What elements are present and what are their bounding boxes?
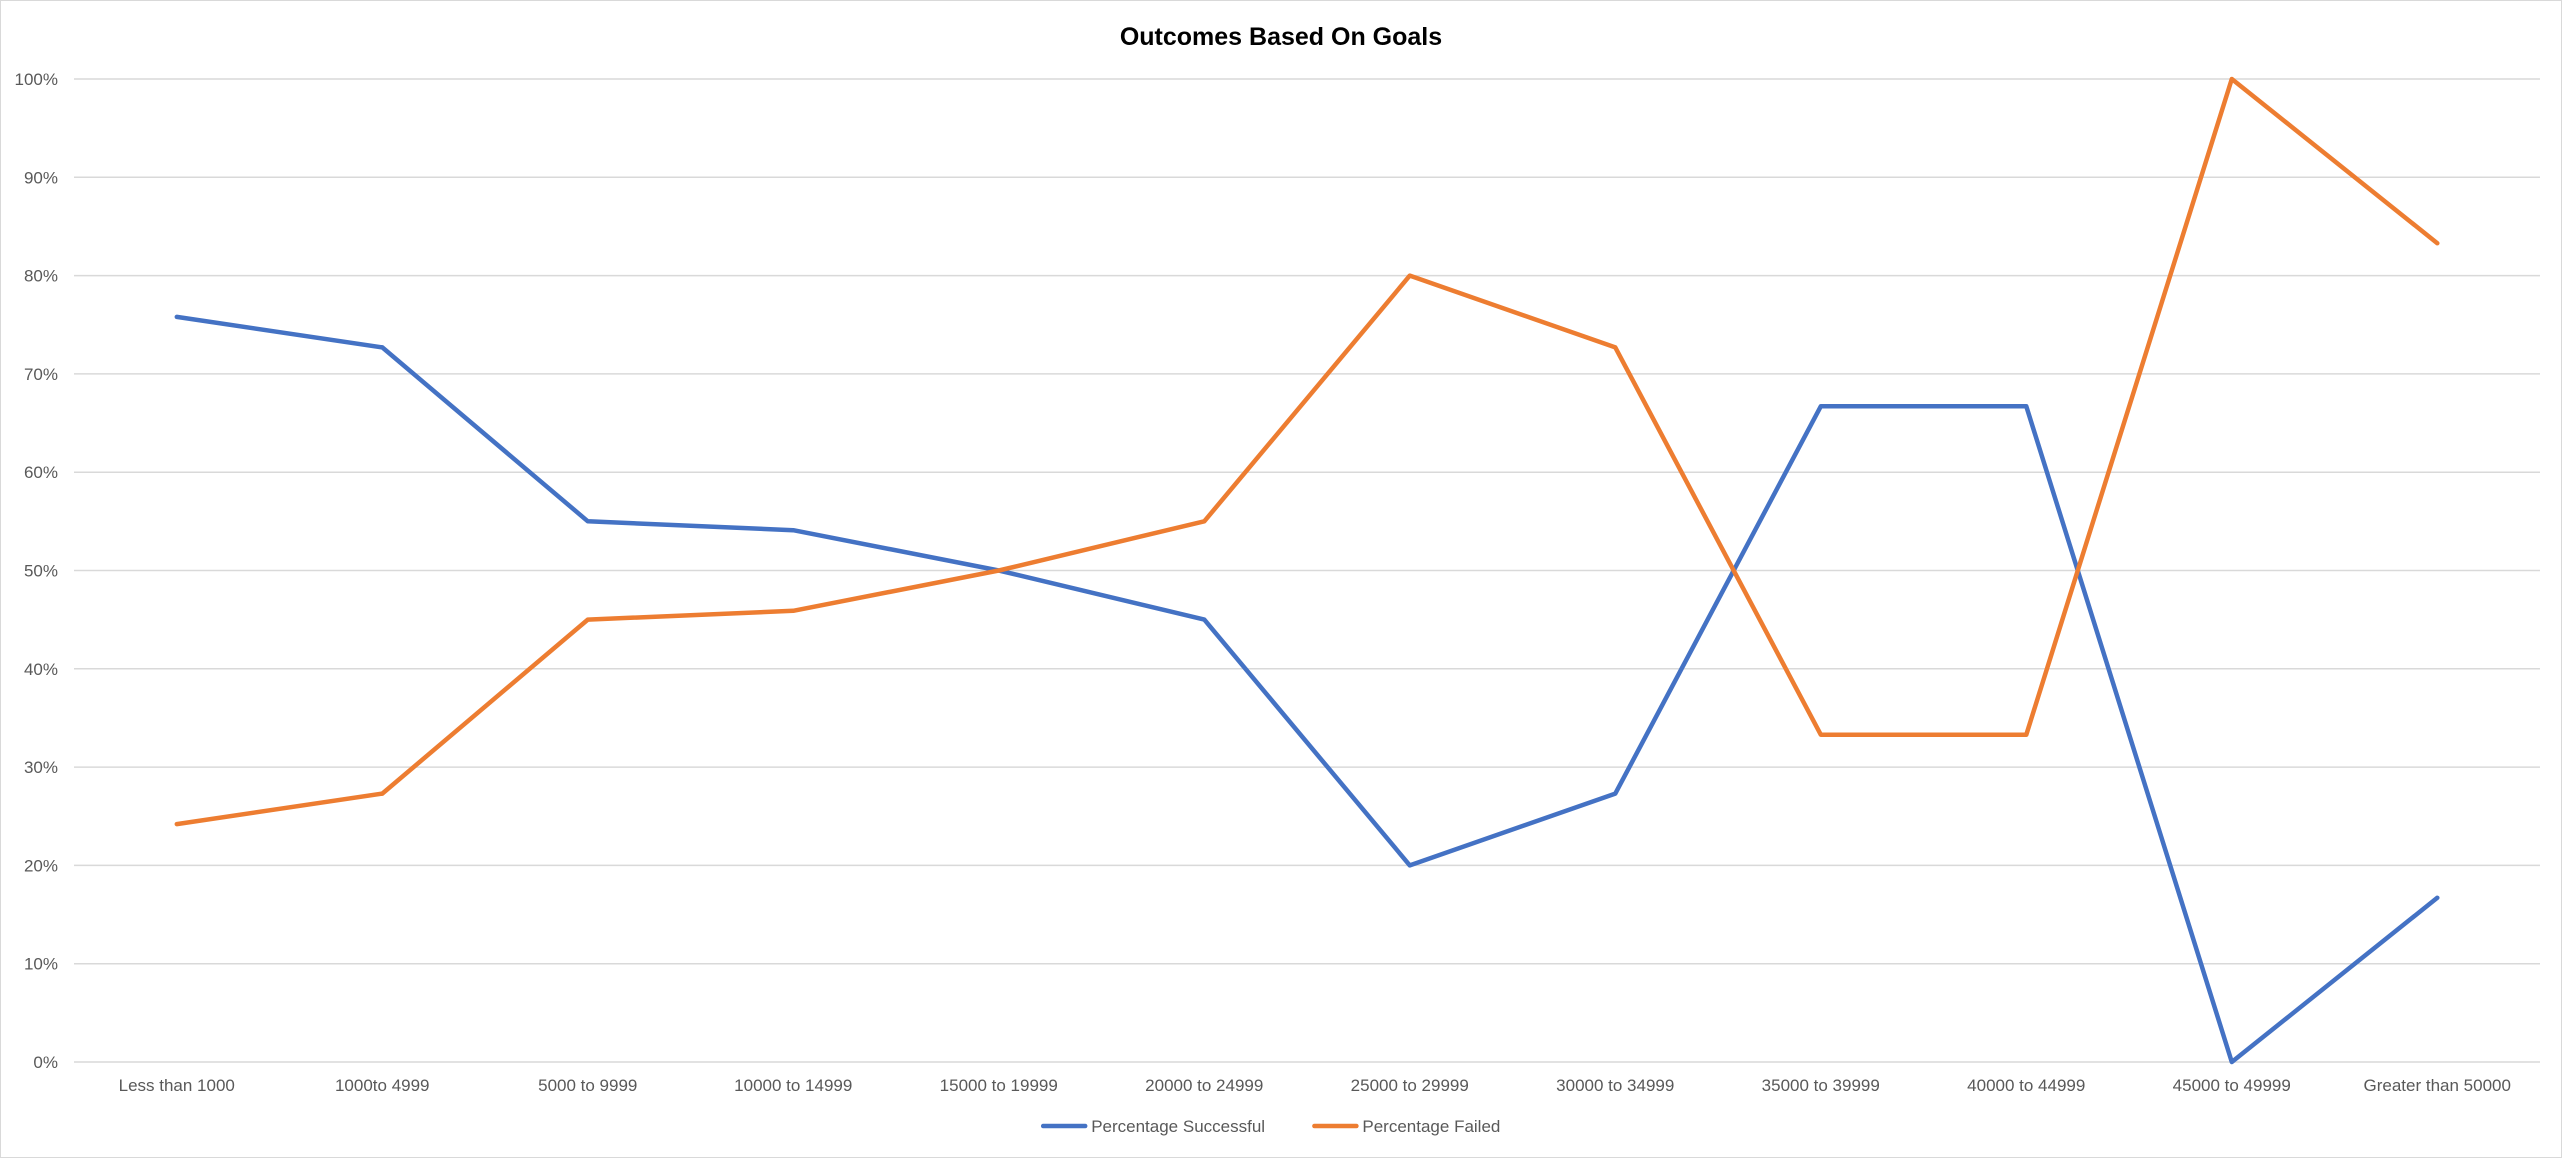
y-axis-ticks: 0% 10% 20% 30% 40% 50% 60% 70% 80% 90% 100% (15, 70, 58, 1072)
legend-label: Percentage Successful (1091, 1117, 1265, 1136)
series-line-failed (174, 76, 2440, 827)
x-tick-label: 1000to 4999 (335, 1076, 430, 1095)
x-tick-label: 20000 to 24999 (1145, 1076, 1263, 1095)
y-tick-label: 30% (24, 758, 58, 777)
x-tick-label: 30000 to 34999 (1556, 1076, 1674, 1095)
y-tick-label: 0% (33, 1053, 58, 1072)
legend-label: Percentage Failed (1362, 1117, 1500, 1136)
y-tick-label: 10% (24, 955, 58, 974)
y-tick-label: 80% (24, 267, 58, 286)
y-tick-label: 40% (24, 660, 58, 679)
x-tick-label: 45000 to 49999 (2173, 1076, 2291, 1095)
x-axis-ticks: Less than 1000 1000to 4999 5000 to 9999 100… (119, 1076, 2511, 1095)
y-tick-label: 20% (24, 856, 58, 875)
x-tick-label: Less than 1000 (119, 1076, 235, 1095)
y-tick-label: 100% (15, 70, 58, 89)
legend: Percentage Successful Percentage Failed (1040, 1117, 1500, 1136)
x-tick-label: 5000 to 9999 (538, 1076, 637, 1095)
y-tick-label: 50% (24, 562, 58, 581)
x-tick-label: 10000 to 14999 (734, 1076, 852, 1095)
series-line-successful (174, 314, 2440, 1065)
y-tick-label: 90% (24, 168, 58, 187)
x-tick-label: 35000 to 39999 (1762, 1076, 1880, 1095)
x-tick-label: Greater than 50000 (2364, 1076, 2511, 1095)
chart-title: Outcomes Based On Goals (1120, 23, 1442, 51)
x-tick-label: 15000 to 19999 (940, 1076, 1058, 1095)
y-tick-label: 60% (24, 463, 58, 482)
x-tick-label: 40000 to 44999 (1967, 1076, 2085, 1095)
y-tick-label: 70% (24, 365, 58, 384)
x-tick-label: 25000 to 29999 (1351, 1076, 1469, 1095)
gridlines (74, 78, 2540, 1063)
series-lines (174, 76, 2440, 1065)
